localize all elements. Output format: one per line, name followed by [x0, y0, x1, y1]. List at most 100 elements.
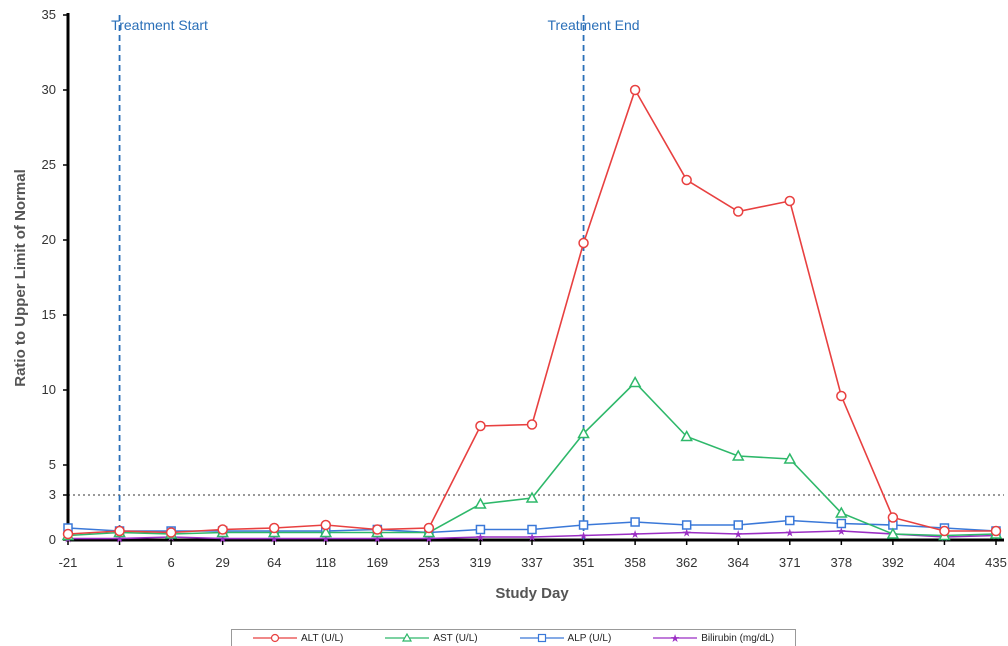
data-point: ★ — [218, 533, 228, 546]
data-point — [475, 420, 486, 432]
data-point — [62, 528, 74, 540]
x-tick-label: 351 — [573, 555, 595, 570]
data-point — [990, 525, 1002, 537]
data-point: ★ — [372, 533, 382, 546]
data-point: ★ — [630, 528, 640, 541]
data-point: ★ — [115, 533, 125, 546]
x-tick-label: 435 — [985, 555, 1007, 570]
data-point — [475, 524, 486, 535]
svg-text:★: ★ — [670, 633, 680, 643]
data-point: ★ — [269, 533, 279, 546]
x-tick-label: 358 — [624, 555, 646, 570]
x-tick-label: 392 — [882, 555, 904, 570]
x-tick-label: 362 — [676, 555, 698, 570]
x-tick-label: 337 — [521, 555, 543, 570]
data-point — [680, 429, 693, 442]
data-point — [886, 527, 900, 539]
series-line — [67, 88, 996, 535]
x-tick-label: 404 — [934, 555, 956, 570]
data-point: ★ — [682, 527, 692, 540]
legend-label: ALT (U/L) — [300, 632, 344, 644]
data-point — [731, 449, 745, 461]
data-point — [165, 527, 177, 538]
data-point — [784, 195, 796, 207]
y-tick-label: 3 — [49, 487, 56, 502]
legend-line-triangle-icon — [385, 633, 430, 642]
annotation-label: Treatment End — [548, 17, 640, 33]
data-point: ★ — [527, 531, 537, 544]
legend-item-alt: ALT (U/L) — [252, 632, 344, 644]
data-point: ★ — [321, 533, 331, 546]
legend-item-bilirubin: ★ Bilirubin (mg/dL) — [653, 633, 774, 644]
x-axis-label: Study Day — [495, 585, 569, 602]
x-tick-label: 29 — [215, 555, 229, 570]
legend-label: ALP (U/L) — [567, 632, 612, 644]
data-point: ★ — [579, 530, 589, 543]
y-tick-label: 20 — [42, 232, 56, 247]
x-tick-label: 253 — [418, 555, 440, 570]
x-tick-label: 6 — [167, 555, 174, 570]
data-point — [681, 174, 692, 186]
data-point: ★ — [836, 525, 846, 538]
data-point — [835, 506, 848, 518]
y-tick-label: 35 — [42, 7, 56, 22]
data-point — [887, 512, 899, 523]
x-tick-label: 364 — [727, 555, 749, 570]
annotation-label: Treatment Start — [111, 17, 208, 33]
y-tick-label: 5 — [49, 457, 56, 472]
legend: ALT (U/L) AST (U/L) ALP (U/L) ★ Bilirubi… — [231, 629, 796, 646]
data-point — [628, 375, 642, 388]
y-tick-label: 10 — [42, 382, 56, 397]
y-tick-label: 15 — [42, 307, 56, 322]
data-point — [423, 522, 435, 534]
series-line — [68, 530, 997, 540]
data-point — [578, 237, 589, 249]
data-point — [785, 515, 795, 526]
data-point — [681, 520, 692, 530]
data-point — [372, 524, 383, 535]
data-point — [629, 84, 641, 96]
series-line — [67, 381, 997, 537]
data-point — [526, 419, 538, 430]
data-point — [474, 497, 487, 509]
data-point — [836, 390, 847, 402]
data-point — [320, 519, 332, 531]
y-axis-label: Ratio to Upper Limit of Normal — [12, 169, 29, 387]
x-tick-label: 169 — [366, 555, 388, 570]
data-point — [733, 520, 743, 530]
legend-item-ast: AST (U/L) — [385, 632, 478, 644]
x-tick-label: -21 — [59, 555, 78, 570]
legend-line-star-icon: ★ — [653, 633, 698, 643]
data-point: ★ — [785, 527, 795, 540]
x-tick-label: 378 — [830, 555, 852, 570]
legend-item-alp: ALP (U/L) — [519, 632, 612, 644]
data-point — [783, 452, 797, 464]
x-tick-label: 64 — [267, 555, 281, 570]
x-tick-label: 118 — [315, 555, 336, 570]
data-point: ★ — [476, 531, 486, 544]
x-tick-label: 1 — [116, 555, 123, 570]
data-point — [630, 517, 640, 527]
data-point — [578, 520, 589, 530]
legend-label: Bilirubin (mg/dL) — [701, 632, 775, 644]
data-point — [732, 206, 744, 217]
data-point — [577, 426, 590, 439]
y-tick-label: 25 — [42, 157, 56, 172]
legend-line-square-icon — [519, 633, 564, 643]
x-tick-label: 319 — [470, 555, 492, 570]
data-point: ★ — [733, 528, 743, 541]
y-tick-label: 30 — [42, 82, 56, 97]
data-point — [319, 525, 333, 538]
legend-label: AST (U/L) — [433, 632, 478, 644]
data-point — [836, 518, 847, 529]
data-point — [525, 491, 539, 503]
data-point — [114, 525, 125, 537]
x-tick-label: 371 — [779, 555, 801, 570]
data-point — [527, 524, 537, 535]
data-point — [217, 524, 228, 535]
data-point — [268, 522, 280, 534]
data-point — [939, 525, 950, 537]
legend-line-circle-icon — [252, 633, 297, 643]
